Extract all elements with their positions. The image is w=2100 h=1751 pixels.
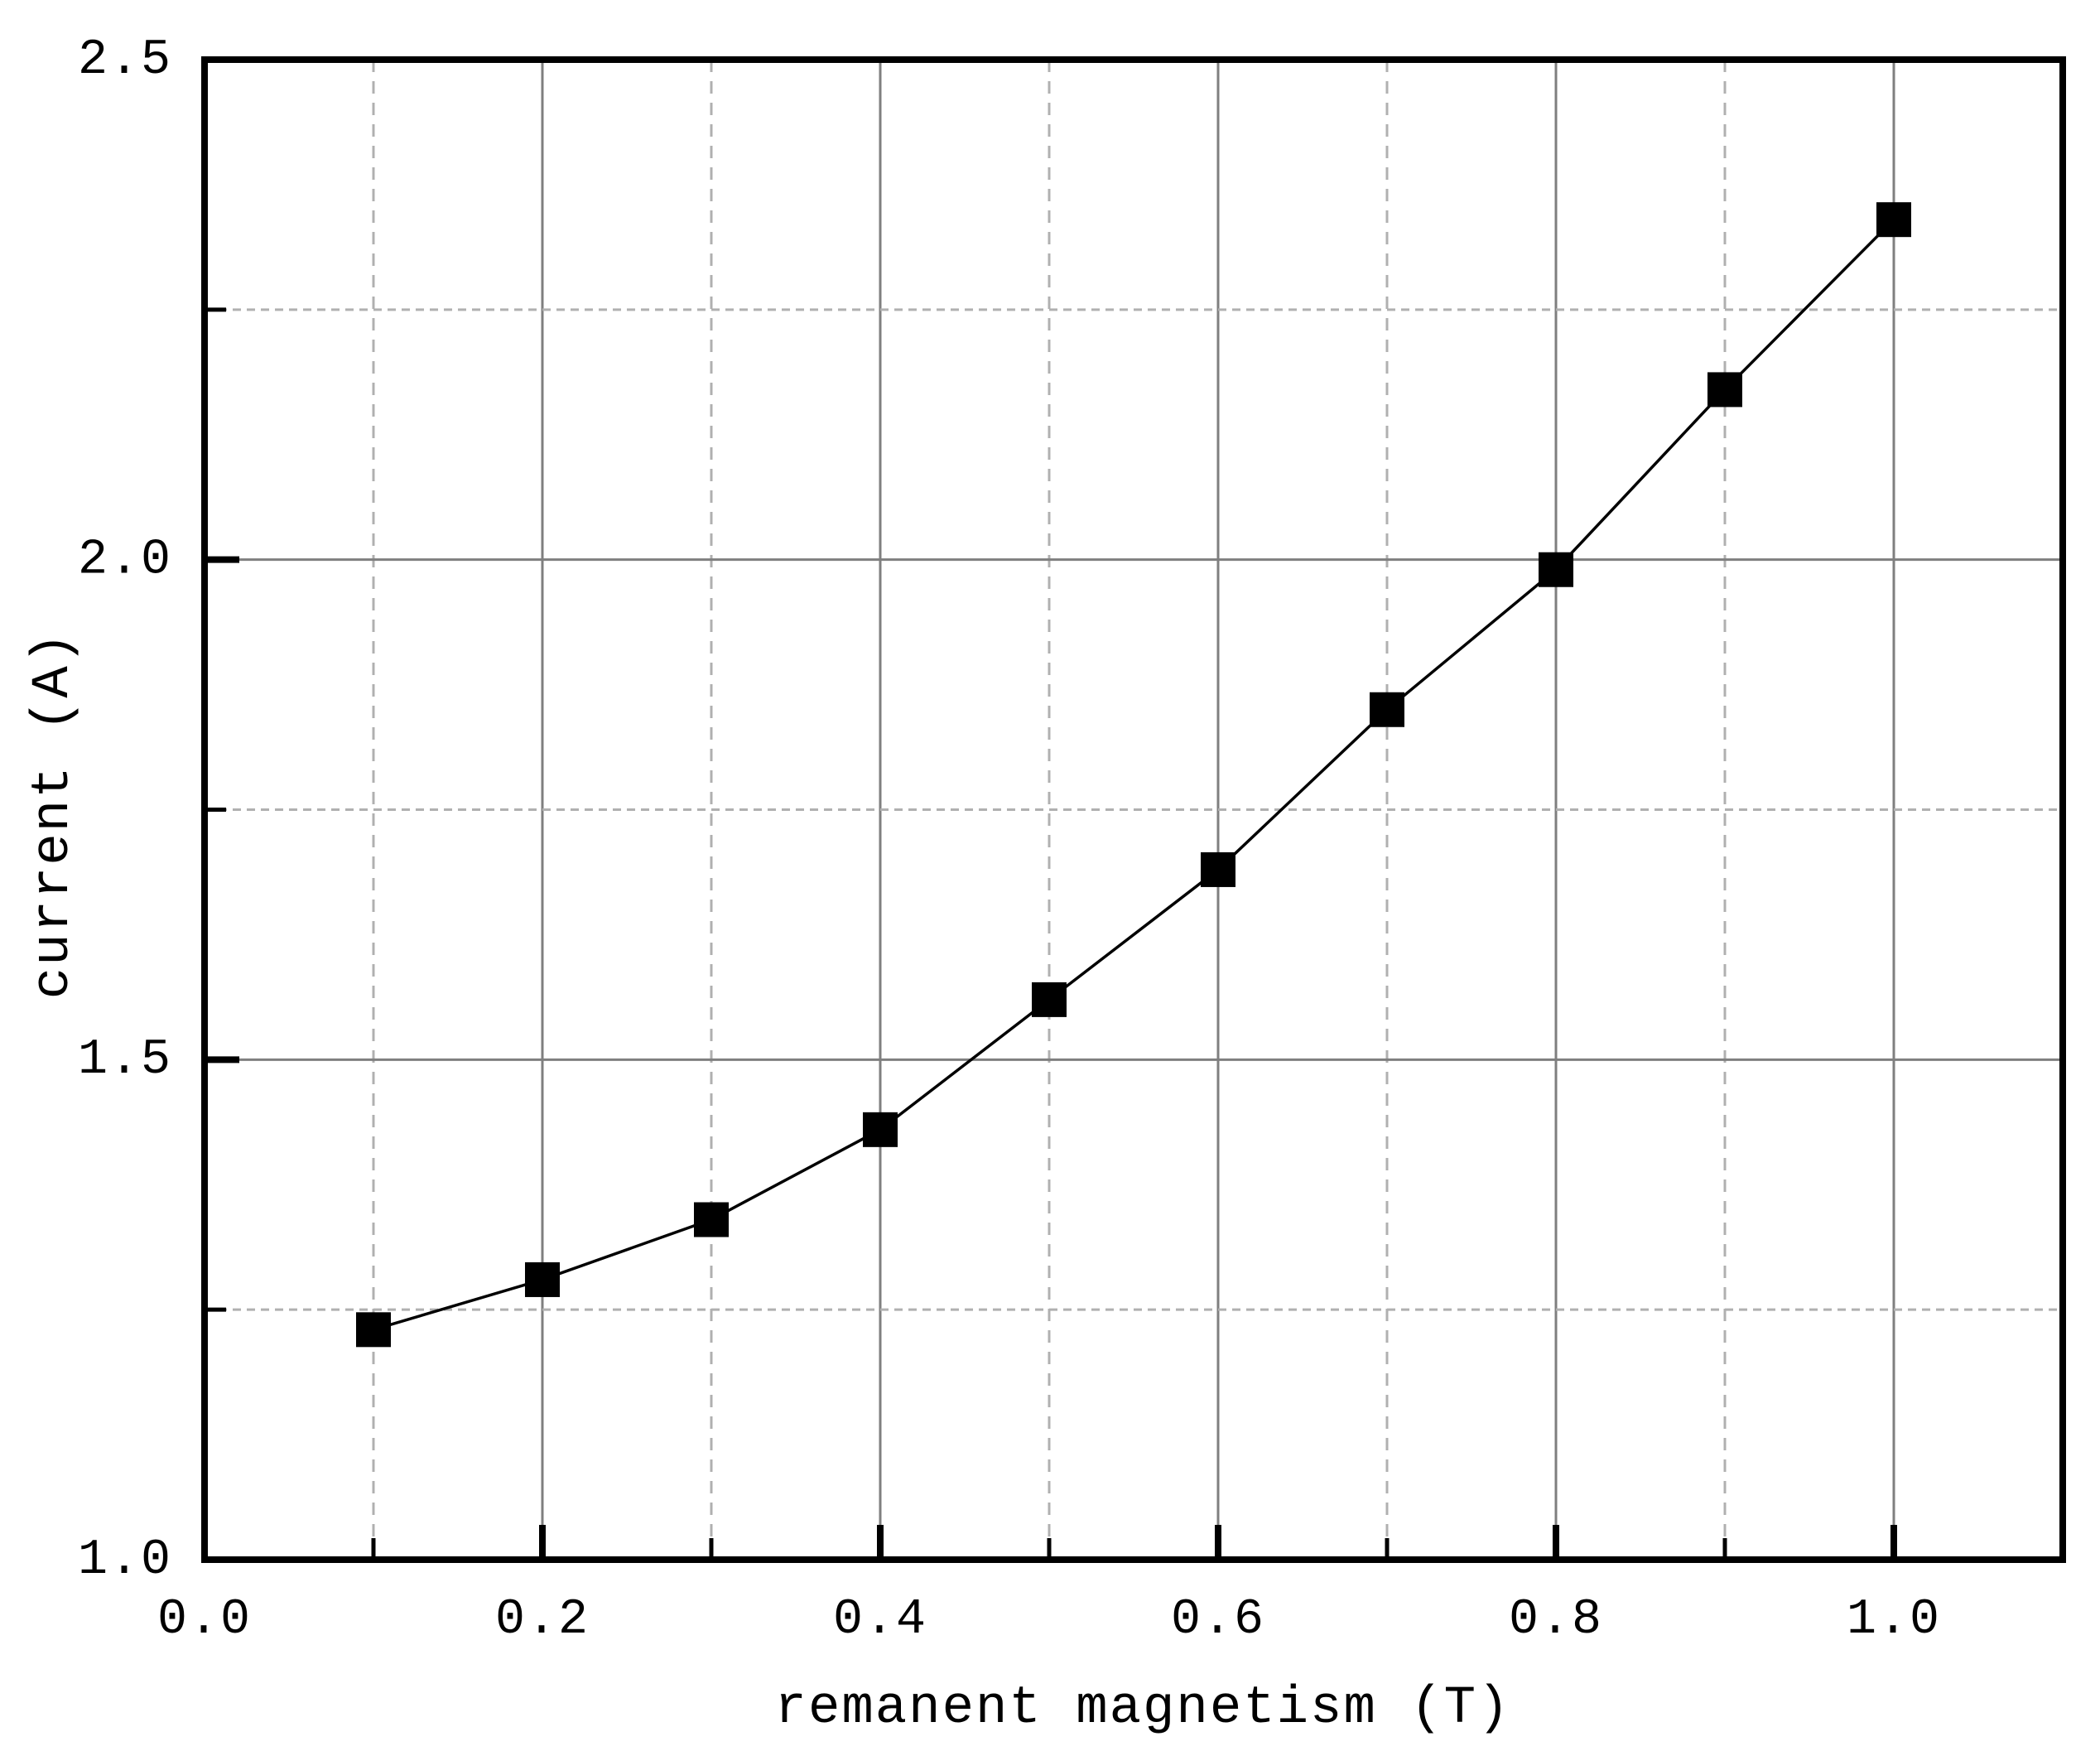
data-point-marker	[1032, 982, 1067, 1017]
gridlines	[205, 60, 2063, 1560]
x-tick-label: 1.0	[1847, 1592, 1941, 1648]
data-point-marker	[1876, 202, 1911, 238]
y-tick-label: 1.0	[78, 1532, 172, 1589]
y-tick-label: 2.0	[78, 533, 172, 589]
data-point-marker	[1539, 552, 1573, 587]
data-point-marker	[694, 1202, 729, 1237]
x-tick-label: 0.2	[495, 1592, 590, 1648]
x-axis-title: remanent magnetism (T)	[775, 1679, 1511, 1739]
data-point-marker	[1201, 851, 1235, 887]
data-point-marker	[525, 1261, 560, 1297]
ticks	[201, 56, 1897, 1563]
x-tick-label: 0.8	[1509, 1592, 1603, 1648]
series-line	[373, 218, 1895, 1331]
x-tick-label: 0.6	[1171, 1592, 1265, 1648]
x-tick-label: 0.0	[157, 1592, 252, 1648]
y-axis-title: current (A)	[24, 631, 84, 999]
tick-labels: 0.0 0.2 0.4 0.6 0.8 1.0 1.0 1.5 2.0 2.5	[78, 32, 1941, 1648]
data-point-marker	[356, 1312, 391, 1348]
x-tick-label: 0.4	[833, 1592, 927, 1648]
data-point-marker	[1370, 692, 1404, 727]
y-tick-label: 1.5	[78, 1032, 172, 1088]
y-tick-label: 2.5	[78, 32, 172, 89]
data-point-marker	[863, 1112, 898, 1147]
data-series	[356, 202, 1911, 1348]
data-point-marker	[1707, 372, 1742, 408]
